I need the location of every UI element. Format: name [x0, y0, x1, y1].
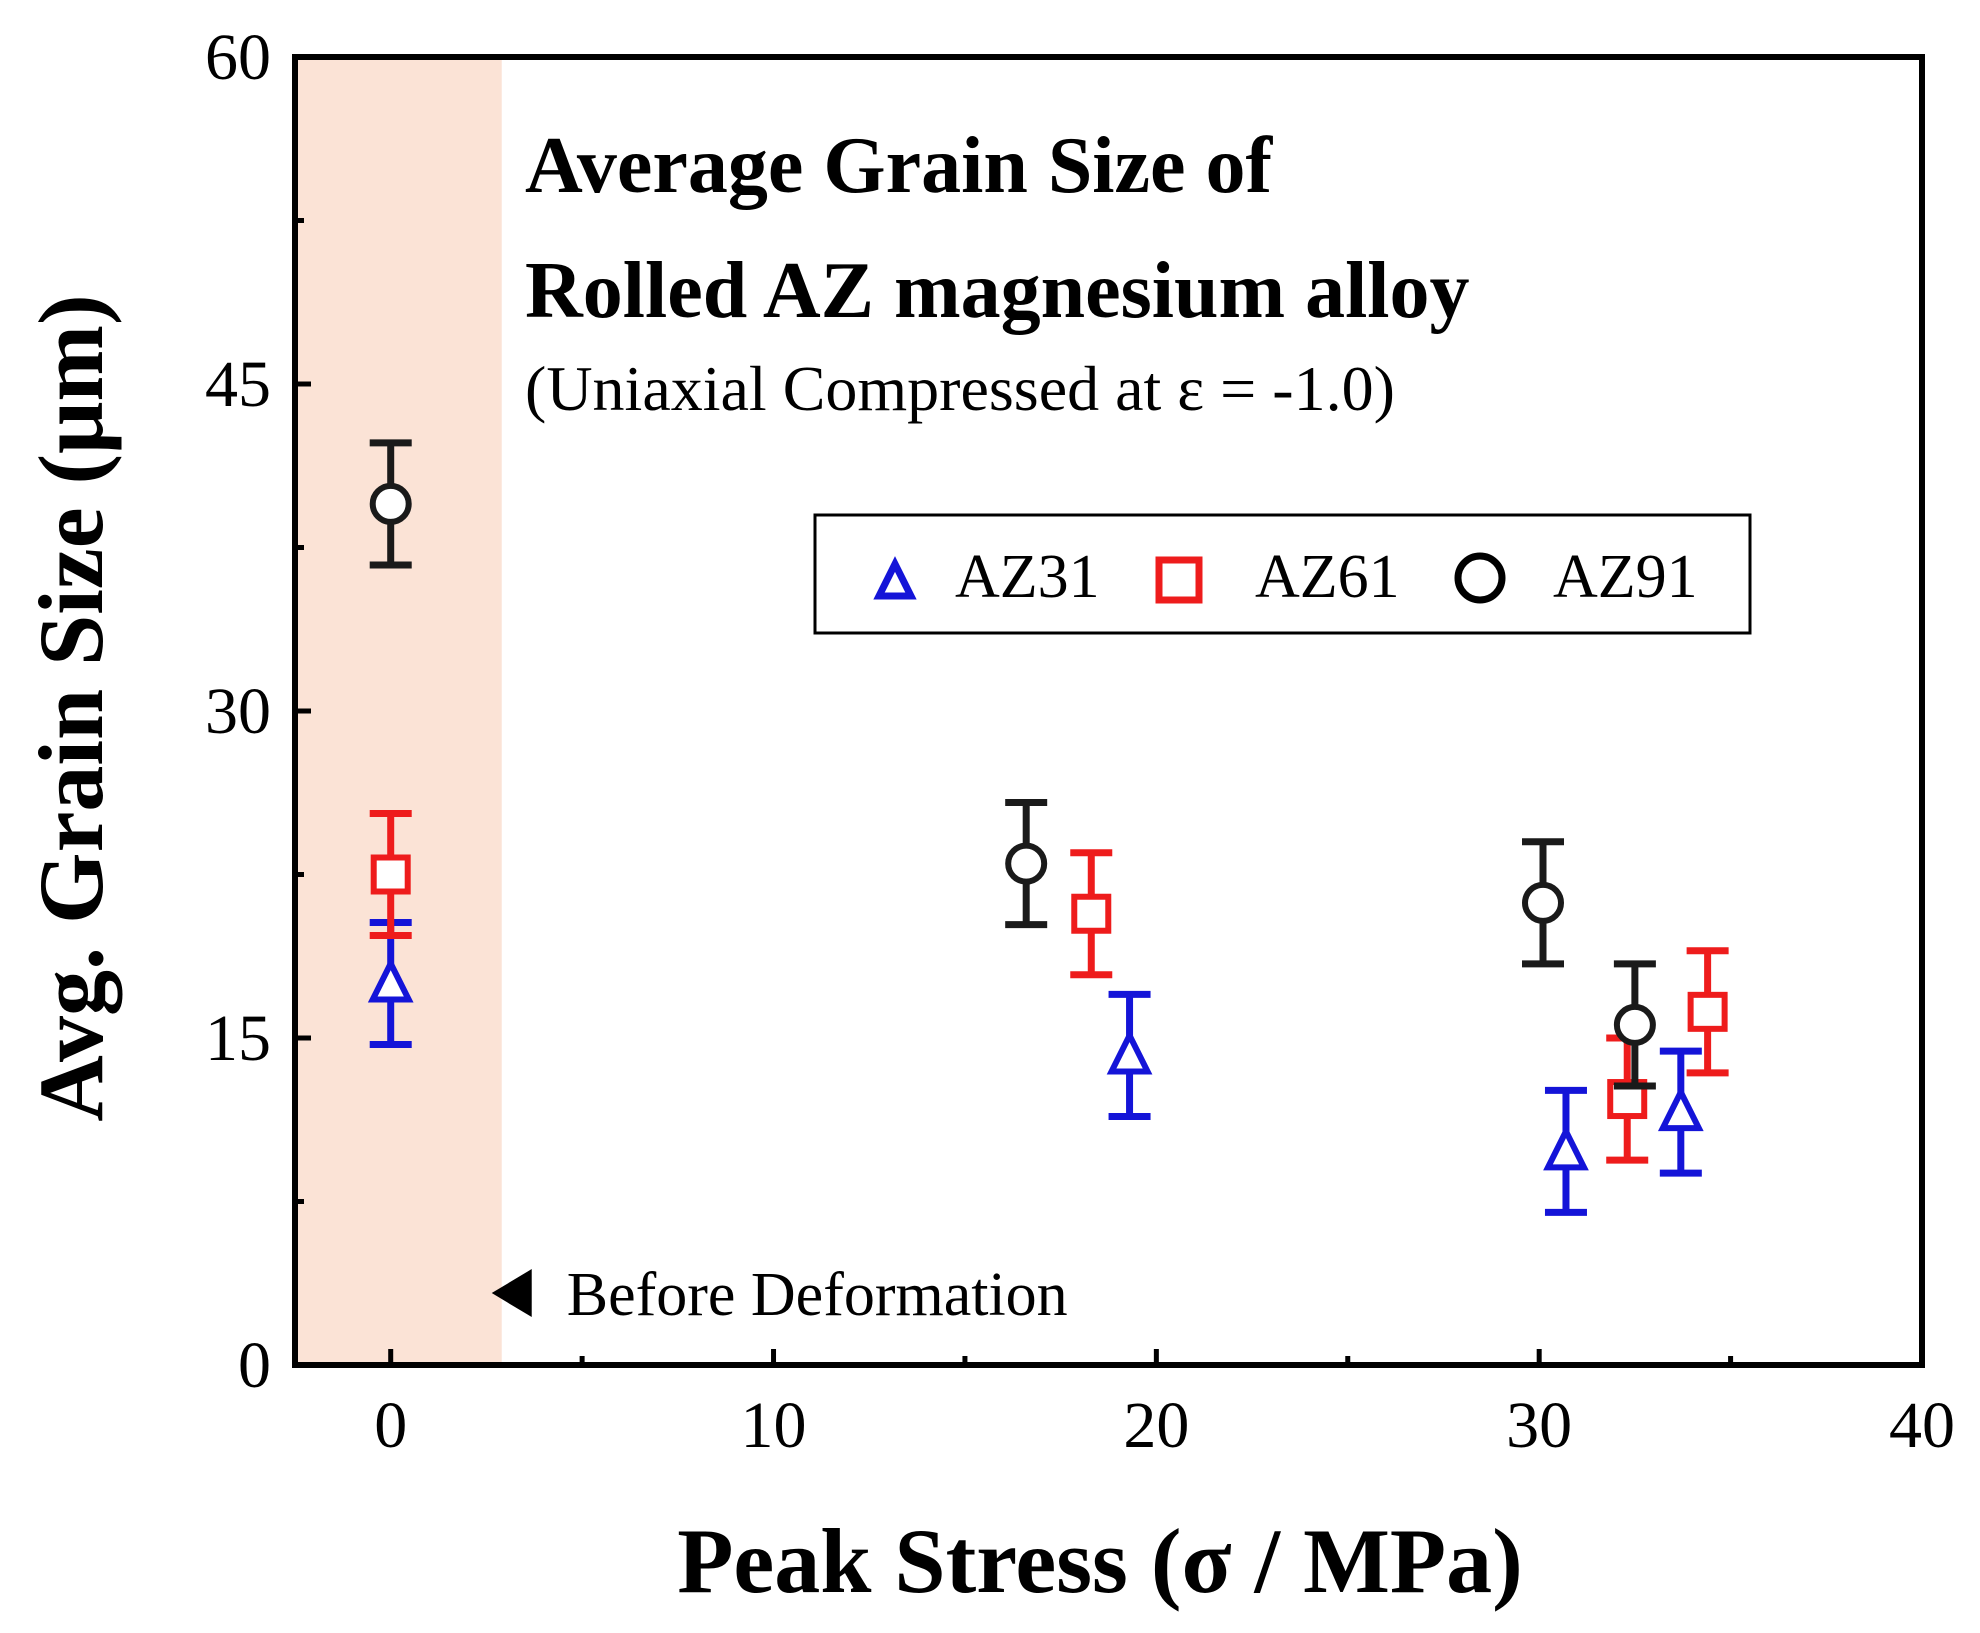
triangle-marker [1543, 1124, 1589, 1171]
legend-label-az31: AZ31 [955, 543, 1100, 611]
y-tick-label: 60 [205, 21, 271, 94]
data-point-az61 [1070, 849, 1113, 979]
circle-marker [1613, 1003, 1656, 1046]
square-marker [370, 854, 411, 895]
x-tick-label: 30 [1506, 1389, 1572, 1462]
y-tick-label: 15 [205, 1002, 271, 1075]
legend-frame [813, 513, 1752, 635]
data-point-az91 [1522, 838, 1565, 968]
circle-marker [1005, 842, 1048, 885]
square-marker [1071, 893, 1112, 934]
circle-marker [1522, 881, 1565, 924]
triangle-marker [1657, 1085, 1704, 1132]
y-tick-label: 30 [205, 675, 271, 748]
data-point-az91 [1613, 960, 1656, 1090]
shaded-region-before-deformation [295, 57, 502, 1365]
legend: AZ31 AZ61 AZ91 [813, 513, 1752, 635]
y-tick-label: 0 [238, 1329, 271, 1402]
data-point-az61 [1686, 947, 1729, 1077]
x-tick-label: 40 [1889, 1389, 1955, 1462]
data-point-az31 [367, 918, 414, 1049]
data-marks [367, 439, 1729, 1216]
circle-marker [369, 482, 412, 525]
y-axis-label: Avg. Grain Size (μm) [20, 294, 122, 1121]
axis-ticks: 0 10 20 30 40 0 15 30 45 60 [205, 21, 1955, 1462]
chart-subtitle: (Uniaxial Compressed at ε = -1.0) [525, 353, 1395, 424]
before-deformation-label: Before Deformation [567, 1261, 1068, 1329]
x-tick-label: 10 [741, 1389, 807, 1462]
data-point-az61 [369, 809, 412, 940]
legend-marker-az61 [1155, 556, 1203, 604]
data-point-az31 [1657, 1047, 1704, 1177]
y-tick-label: 45 [205, 348, 271, 421]
triangle-marker [367, 956, 414, 1003]
legend-label-az61: AZ61 [1255, 543, 1400, 611]
legend-marker-az31 [873, 556, 917, 600]
data-point-az91 [369, 439, 412, 569]
x-tick-label: 20 [1123, 1389, 1189, 1462]
data-point-az61 [1606, 1034, 1649, 1164]
square-marker [1687, 991, 1728, 1032]
x-axis-label: Peak Stress (σ / MPa) [677, 1510, 1523, 1612]
before-deformation-arrow-icon [491, 1269, 532, 1318]
triangle-marker [1106, 1028, 1153, 1075]
chart-title-line1: Average Grain Size of [525, 122, 1274, 210]
legend-marker-az91 [1454, 552, 1506, 604]
chart-title-line2: Rolled AZ magnesium alloy [525, 247, 1470, 335]
data-point-az31 [1106, 990, 1153, 1120]
x-tick-label: 0 [374, 1389, 407, 1462]
data-point-az91 [1005, 799, 1048, 929]
data-point-az31 [1543, 1086, 1589, 1216]
legend-label-az91: AZ91 [1553, 543, 1698, 611]
